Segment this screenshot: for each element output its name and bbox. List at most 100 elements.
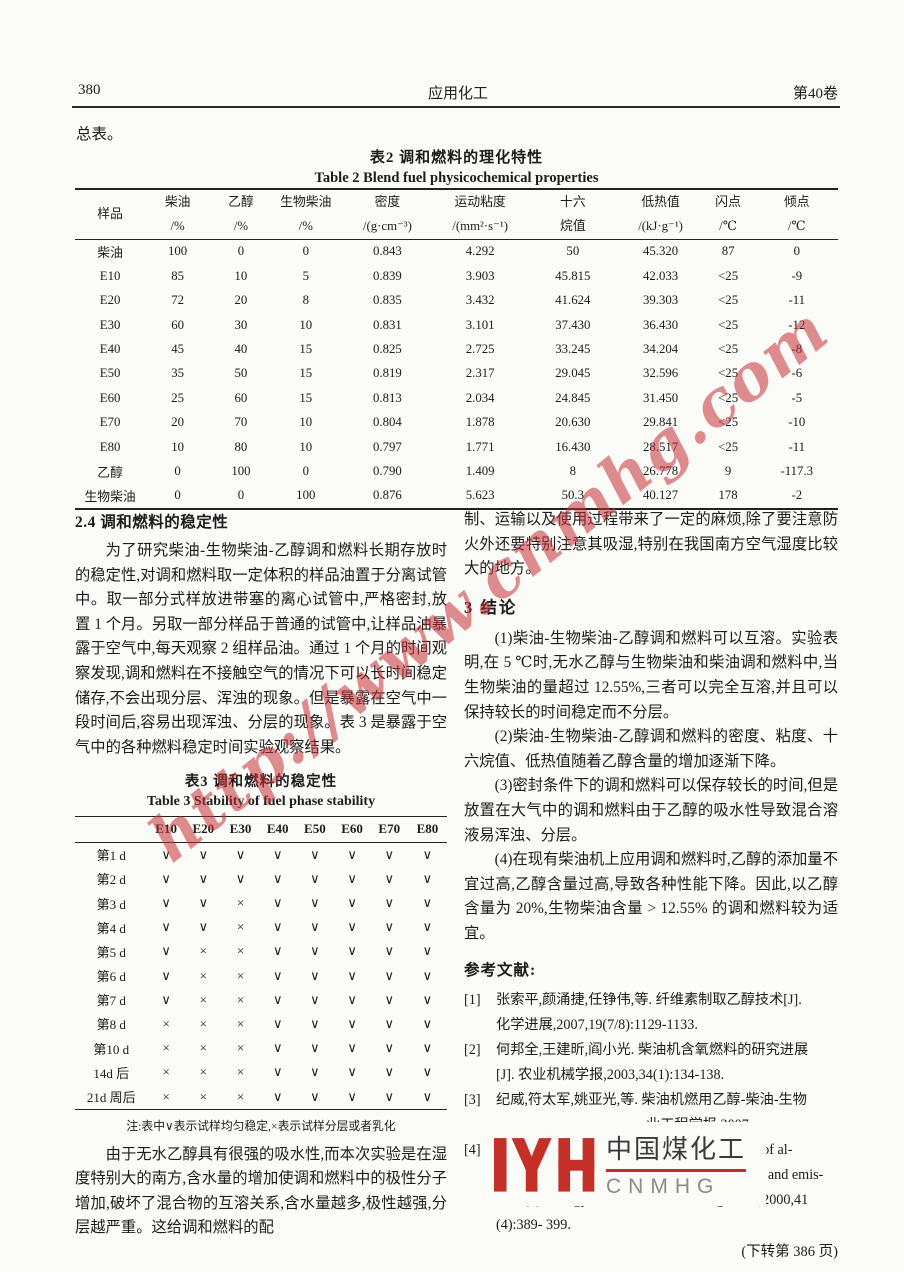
table-cell: 0.831 (373, 317, 402, 332)
paragraph: 由于无水乙醇具有很强的吸水性,而本次实验是在湿度特别大的南方,含水量的增加使调和… (75, 1145, 447, 1237)
table-cell: 0 (302, 244, 309, 259)
page-header: 380 应用化工 第40卷 (78, 82, 838, 104)
table-cell: ∨ (272, 967, 283, 983)
table-cell: 20 (234, 293, 248, 308)
reference-line: (4):389- 399. (496, 1216, 571, 1233)
table-cell: -9 (791, 268, 803, 283)
reference-line: 化学进展,2007,19(7/8):1129-1133. (496, 1016, 698, 1033)
table-cell: ∨ (347, 919, 357, 935)
table-cell: 30 (234, 317, 248, 332)
table-cell: ∨ (384, 919, 395, 935)
table-cell: -2 (791, 488, 803, 503)
table-cell: 14d 后 (93, 1065, 130, 1081)
table-cell: ∨ (198, 919, 209, 935)
table-row: 21d 周后 × × × ∨ ∨ ∨ ∨ ∨ (75, 1084, 447, 1109)
table-cell: ∨ (272, 846, 283, 862)
table-row: 第2 d ∨ ∨ ∨ ∨ ∨ ∨ ∨ ∨ (75, 867, 447, 891)
paragraph-fragment: 总表。 (76, 126, 123, 143)
table-cell: <25 (718, 293, 739, 308)
table-cell: 21d 周后 (86, 1090, 136, 1105)
table-cell: 第1 d (96, 848, 126, 864)
table-cell: 0.797 (373, 439, 402, 454)
table-cell: ∨ (347, 967, 357, 983)
table2-header-cell: 样品 (97, 206, 123, 221)
table-cell: ∨ (422, 943, 433, 959)
table-cell: ∨ (198, 846, 209, 862)
table2-caption-en: Table 2 Blend fuel physicochemical prope… (314, 170, 599, 186)
table-cell: 10 (299, 439, 313, 454)
table-cell: 第4 d (96, 920, 126, 936)
table2-header-cell: 低热值 (641, 194, 680, 209)
section-heading-3: 3 结论 (464, 597, 518, 617)
table-cell: 45 (171, 342, 184, 357)
table-cell: ∨ (272, 919, 283, 935)
table3-header-cell: E70 (378, 821, 401, 837)
reference-label: [1] (464, 991, 481, 1008)
table-cell: 2.034 (465, 390, 495, 405)
table2-header-cell: /℃ (787, 219, 806, 234)
table-row: E60 25 60 15 0.813 2.034 24.845 31.450 <25 -5 (75, 386, 838, 410)
continued-on-page-note: (下转第 386 页) (741, 1244, 838, 1260)
table-cell: × (199, 991, 207, 1007)
table3-body: 第1 d ∨ ∨ ∨ ∨ ∨ ∨ ∨ ∨ 第2 d ∨ ∨ ∨ ∨ ∨ ∨ ∨ ∨ 第3 d ∨ ∨ × ∨ ∨ ∨ ∨ ∨ 第4 d… (75, 842, 447, 1110)
table-cell: 41.624 (555, 293, 591, 308)
table-cell: ∨ (384, 846, 395, 862)
reference-line: 何邦全,王建昕,阎小光. 柴油机含氧燃料的研究进展 (496, 1041, 809, 1058)
table-cell: 第2 d (96, 872, 126, 888)
table-cell: -10 (788, 415, 806, 430)
table2-header-row2: /% /% /% /(g·cm⁻³) /(mm²·s⁻¹) 烷值 /(kJ·g⁻¹) /℃ /℃ (75, 214, 838, 239)
table-cell: 20.630 (555, 415, 591, 430)
conclusion-paragraph: (4)在现有柴油机上应用调和燃料时,乙醇的添加量不宜过高,乙醇含量过高,导致各种… (464, 851, 838, 942)
table-cell: 2.725 (465, 342, 495, 357)
left-column: 2.4 调和燃料的稳定性 为了研究柴油-生物柴油-乙醇调和燃料长期存放时的稳定性… (75, 508, 447, 1241)
table-cell: 45.320 (642, 244, 679, 259)
table-cell: 0.804 (373, 415, 402, 430)
table-cell: 3.903 (465, 268, 495, 283)
table-cell: ∨ (310, 1064, 320, 1080)
table-cell: 26.778 (642, 463, 679, 478)
table-cell: <25 (718, 415, 739, 430)
table-cell: ∨ (310, 895, 320, 910)
journal-title: 应用化工 (427, 86, 488, 102)
table-cell: × (199, 1015, 207, 1031)
table-row: 第3 d ∨ ∨ × ∨ ∨ ∨ ∨ ∨ (75, 891, 447, 915)
table-cell: 第3 d (96, 896, 126, 912)
table-cell: E30 (99, 317, 121, 332)
table-cell: × (236, 1040, 245, 1056)
table-cell: ∨ (272, 991, 283, 1007)
reference-line: 纪威,符太军,姚亚光,等. 柴油机燃用乙醇-柴油-生物 (496, 1091, 807, 1108)
table-cell: 0.835 (373, 293, 402, 308)
table-cell: -12 (788, 317, 806, 332)
table3-caption: 表3 调和燃料的稳定性 Table 3 Stability of fuel ph… (75, 770, 447, 810)
table-cell: ∨ (422, 895, 433, 910)
table-cell: ∨ (310, 919, 320, 935)
table3-caption-en: Table 3 Stability of fuel phase stabilit… (146, 794, 376, 810)
table-cell: ∨ (384, 1088, 395, 1104)
table-cell: ∨ (235, 846, 246, 862)
table-cell: ∨ (310, 943, 320, 959)
table-cell: ∨ (310, 870, 320, 886)
table-cell: 0.825 (373, 342, 402, 357)
table-cell: E40 (99, 342, 121, 357)
table-cell: <25 (718, 366, 739, 381)
table2-header-cell: /(g·cm⁻³) (362, 219, 412, 234)
table-cell: × (236, 943, 245, 959)
table-cell: 85 (171, 268, 184, 283)
table-cell: 第6 d (96, 969, 126, 985)
table-cell: × (199, 943, 207, 959)
table2-header-cell: /(kJ·g⁻¹) (638, 219, 683, 234)
table-cell: -11 (788, 293, 806, 308)
table-cell: 3.101 (465, 317, 495, 332)
table-cell: -11 (788, 439, 806, 454)
table-cell: ∨ (310, 1088, 320, 1104)
table-cell: -5 (791, 390, 803, 405)
table-row: E50 35 50 15 0.819 2.317 29.045 32.596 <25 -6 (75, 362, 838, 386)
table-cell: <25 (718, 390, 739, 405)
reference-label: [3] (464, 1091, 481, 1108)
table-cell: ∨ (422, 919, 433, 935)
table-row: 第8 d × × × ∨ ∨ ∨ ∨ ∨ (75, 1012, 447, 1036)
table-cell: <25 (718, 439, 739, 454)
table-cell: × (236, 919, 245, 935)
table-cell: 35 (171, 366, 184, 381)
table-cell: ∨ (310, 1040, 320, 1056)
